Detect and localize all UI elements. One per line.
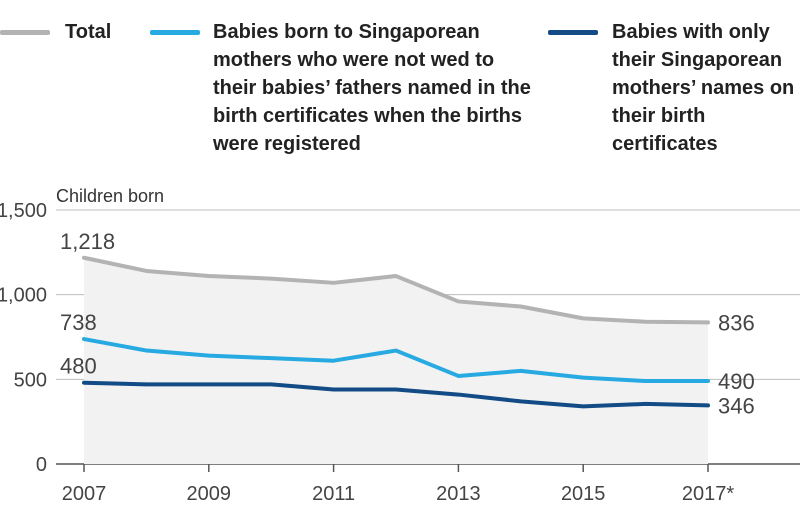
end-value-label: 346 [718, 393, 755, 418]
y-tick-label: 500 [14, 369, 47, 391]
legend-swatch-unwed-mothers [150, 30, 200, 35]
series-line-0 [82, 255, 710, 325]
start-value-label: 480 [60, 354, 97, 379]
total-area-fill [84, 257, 708, 464]
end-value-label: 490 [718, 369, 755, 394]
y-tick-label: 1,500 [0, 200, 47, 222]
y-axis-title: Children born [56, 186, 164, 206]
series-line-1 [82, 337, 710, 384]
y-tick-labels: 0 500 1,000 1,500 [0, 200, 47, 476]
legend-label-total: Total [65, 21, 112, 43]
legend-label-unwed-mothers: Babies born to Singaporean mothers who w… [213, 21, 531, 155]
legend-swatch-total [0, 30, 50, 35]
total-area [84, 257, 708, 464]
legend-label-mother-only: Babies with only their Singaporean mothe… [612, 21, 795, 155]
start-value-label: 738 [60, 310, 97, 335]
legend-swatch-mother-only [548, 30, 598, 35]
end-value-label: 836 [718, 310, 755, 335]
series-lines [82, 255, 710, 409]
x-tick-label: 2007 [62, 483, 107, 505]
line-chart: Children born 0 500 1,000 1,500 2007 2009 201… [0, 186, 800, 505]
x-tick-label: 2011 [312, 483, 355, 505]
x-tick-label: 2015 [561, 483, 606, 505]
chart-legend: Total Babies born to Singaporean mothers… [0, 0, 800, 170]
x-tick-label: 2017* [682, 483, 734, 505]
y-tick-label: 0 [36, 454, 47, 476]
x-tick-label: 2009 [187, 483, 232, 505]
x-tick-labels: 2007 2009 2011 2013 2015 2017* [62, 464, 734, 505]
start-value-label: 1,218 [60, 229, 115, 254]
y-tick-label: 1,000 [0, 285, 47, 307]
data-labels: 1,218 836 738 490 480 346 [60, 229, 755, 419]
series-line-2 [82, 380, 710, 409]
x-tick-label: 2013 [436, 483, 481, 505]
